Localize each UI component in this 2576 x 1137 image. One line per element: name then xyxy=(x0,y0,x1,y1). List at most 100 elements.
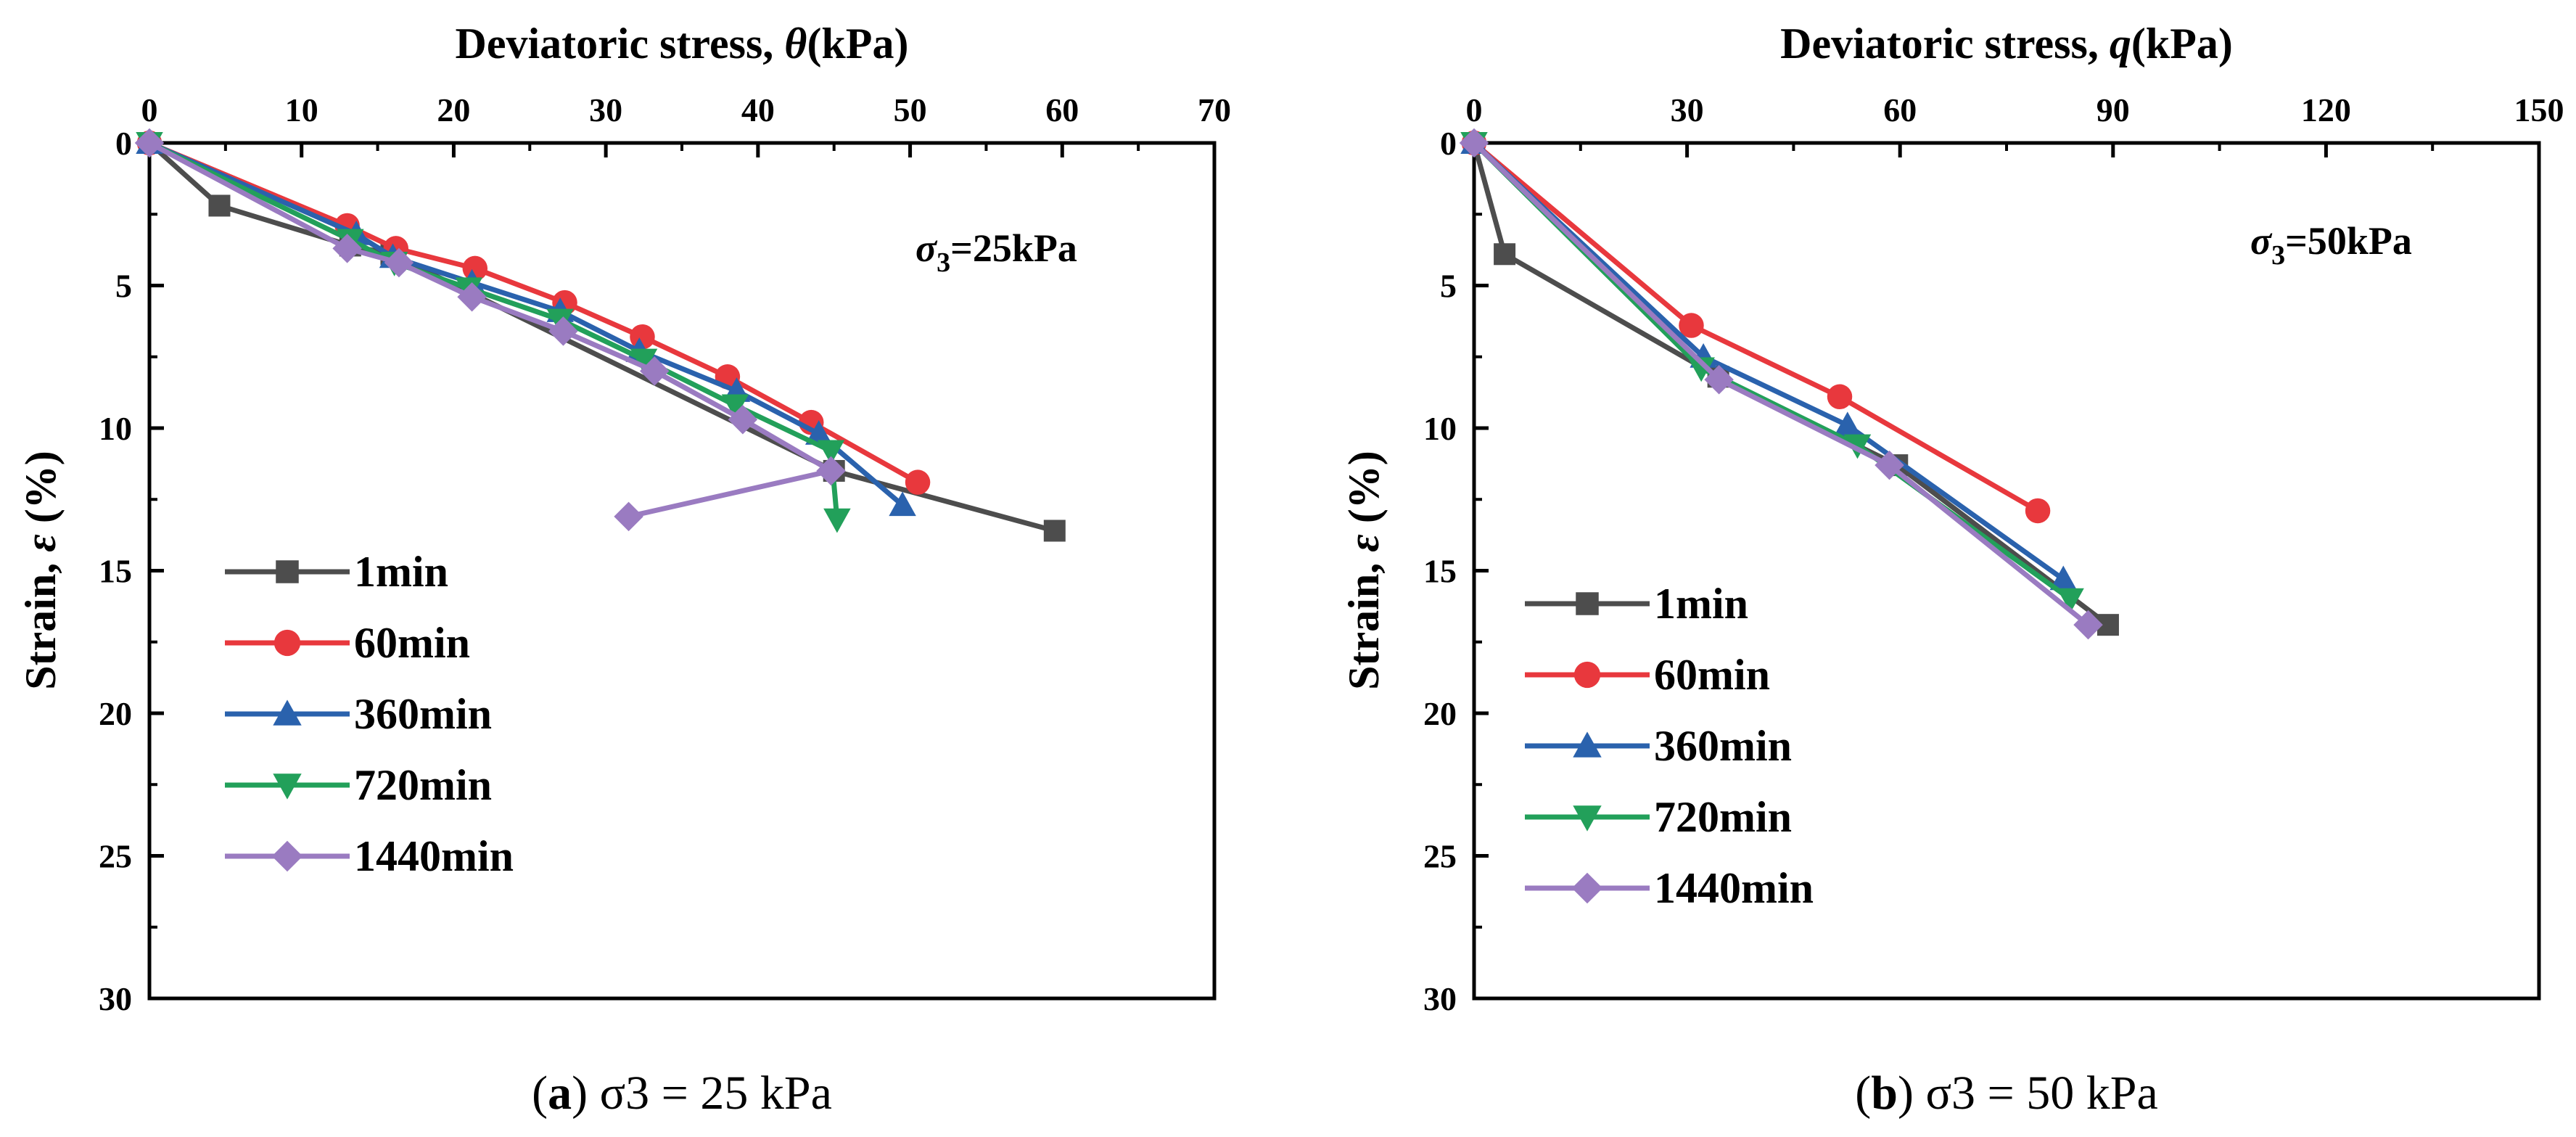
legend-item-1min: 1min xyxy=(1525,580,1748,628)
legend-marker xyxy=(1576,592,1599,615)
y-tick-label: 15 xyxy=(1423,553,1457,590)
data-point-1440min xyxy=(134,128,165,158)
x-tick-label: 50 xyxy=(894,91,927,128)
data-point-360min xyxy=(2049,565,2078,591)
legend-marker xyxy=(1573,731,1602,758)
y-tick-label: 30 xyxy=(1423,980,1457,1017)
y-tick-label: 25 xyxy=(99,838,132,875)
legend-label: 1min xyxy=(354,548,448,596)
legend-label: 360min xyxy=(1654,722,1792,770)
data-point-60min xyxy=(2025,498,2051,524)
data-point-60min xyxy=(630,324,655,350)
y-tick-label: 20 xyxy=(1423,695,1457,732)
x-axis-title: Deviatoric stress, q(kPa) xyxy=(1780,20,2233,67)
legend-label: 60min xyxy=(1654,651,1770,699)
legend-marker xyxy=(273,773,302,800)
legend-label: 1min xyxy=(1654,580,1748,628)
x-tick-label: 60 xyxy=(1883,91,1917,128)
legend-marker xyxy=(276,560,299,583)
data-point-1440min xyxy=(457,282,487,312)
legend-item-1440min: 1440min xyxy=(225,832,514,880)
y-tick-label: 25 xyxy=(1423,838,1457,875)
legend-item-360min: 360min xyxy=(225,690,492,738)
data-point-1440min xyxy=(640,356,670,386)
legend-label: 1440min xyxy=(354,832,514,880)
legend-label: 720min xyxy=(354,761,492,809)
x-tick-label: 30 xyxy=(589,91,622,128)
legend: 1min 60min 360min 720min 1440min xyxy=(225,548,514,880)
legend-label: 1440min xyxy=(1654,864,1814,912)
chart-panel-a: 0 10 20 30 40 50 60 70 0 5 10 15 20 25 30 Deviatoric st… xyxy=(17,20,1231,1017)
data-point-1440min xyxy=(332,234,362,263)
x-tick-label: 10 xyxy=(285,91,318,128)
legend-marker xyxy=(1571,872,1603,904)
data-point-360min xyxy=(805,420,833,445)
data-point-720min xyxy=(2057,588,2084,613)
x-tick-label: 20 xyxy=(437,91,470,128)
legend-item-720min: 720min xyxy=(1525,793,1792,841)
confining-pressure-annotation: σ3=25kPa xyxy=(915,226,1077,278)
legend-marker xyxy=(271,840,303,872)
legend-item-360min: 360min xyxy=(1525,722,1792,770)
y-tick-label: 10 xyxy=(99,410,132,447)
x-tick-label: 150 xyxy=(2514,91,2564,128)
y-tick-label: 20 xyxy=(99,695,132,732)
x-tick-label: 90 xyxy=(2096,91,2130,128)
x-tick-label: 70 xyxy=(1198,91,1231,128)
x-tick-label: 40 xyxy=(741,91,775,128)
y-tick-label: 15 xyxy=(99,553,132,590)
legend: 1min 60min 360min 720min 1440min xyxy=(1525,580,1814,912)
data-point-1440min xyxy=(1704,364,1734,395)
y-tick-label: 5 xyxy=(1440,268,1457,305)
data-point-720min xyxy=(823,508,851,533)
data-point-60min xyxy=(462,255,488,282)
legend-item-60min: 60min xyxy=(225,619,470,667)
x-tick-label: 60 xyxy=(1045,91,1079,128)
y-axis-title: Strain, ε (%) xyxy=(1340,451,1388,690)
legend-marker xyxy=(273,699,302,726)
series-1440min xyxy=(1459,128,2103,640)
data-point-720min xyxy=(1687,357,1715,382)
y-tick-label: 10 xyxy=(1423,410,1457,447)
data-point-360min xyxy=(889,491,916,517)
legend-label: 60min xyxy=(354,619,470,667)
x-tick-label: 120 xyxy=(2301,91,2351,128)
data-point-60min xyxy=(905,469,931,495)
data-point-1440min xyxy=(384,247,414,278)
series-line-360min xyxy=(1471,140,2066,582)
series-line-1440min xyxy=(1471,140,2091,628)
confining-pressure-annotation: σ3=50kPa xyxy=(2250,219,2412,271)
x-tick-label: 30 xyxy=(1671,91,1704,128)
data-point-1440min xyxy=(728,404,758,435)
series-line-1440min xyxy=(147,140,834,520)
y-tick-label: 30 xyxy=(99,980,132,1017)
legend-item-60min: 60min xyxy=(1525,651,1770,699)
data-point-1min xyxy=(1043,520,1066,542)
legend-marker xyxy=(273,629,301,657)
legend-item-1440min: 1440min xyxy=(1525,864,1814,912)
series-line-60min xyxy=(1471,140,2041,514)
y-axis-title: Strain, ε (%) xyxy=(17,451,65,690)
series-360min xyxy=(1460,129,2078,591)
data-point-1440min xyxy=(548,316,578,346)
legend-label: 360min xyxy=(354,690,492,738)
x-tick-label: 0 xyxy=(1466,91,1483,128)
legend-item-720min: 720min xyxy=(225,761,492,809)
x-tick-label: 0 xyxy=(141,91,158,128)
data-point-1min xyxy=(1494,243,1516,266)
data-point-60min xyxy=(1827,384,1853,410)
data-point-1440min xyxy=(1459,128,1489,158)
legend-marker xyxy=(1573,661,1601,689)
data-point-60min xyxy=(1679,313,1704,338)
data-point-1440min xyxy=(2073,609,2103,640)
data-point-1440min xyxy=(614,501,643,532)
data-point-1440min xyxy=(816,456,846,486)
y-tick-label: 0 xyxy=(115,125,132,162)
data-point-720min xyxy=(630,348,658,374)
plot-frame xyxy=(1472,141,2541,1001)
y-tick-label: 5 xyxy=(115,268,132,305)
data-point-720min xyxy=(817,440,845,465)
legend-item-1min: 1min xyxy=(225,548,448,596)
data-point-720min xyxy=(721,394,749,419)
